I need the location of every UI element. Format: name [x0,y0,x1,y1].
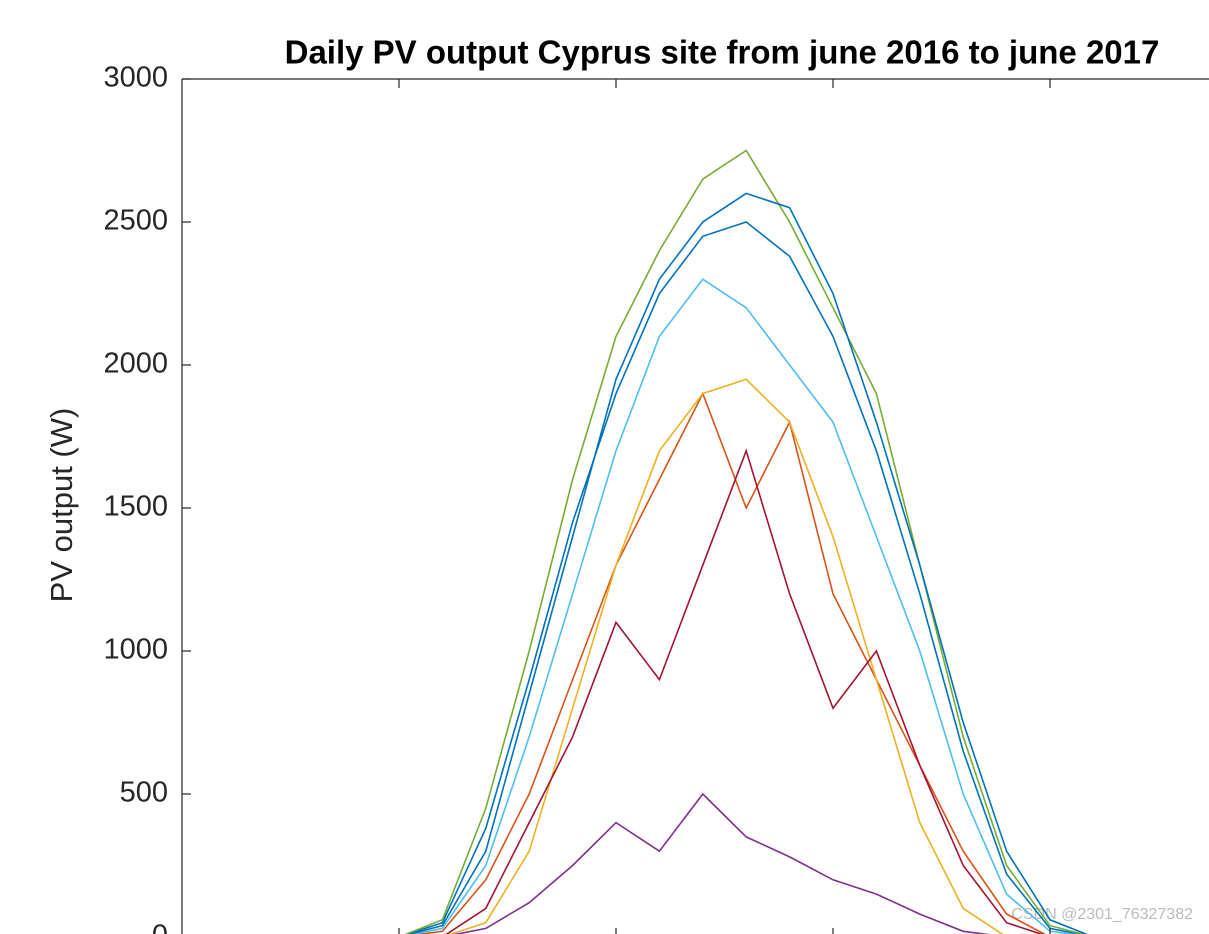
y-tick-label: 2500 [103,205,168,237]
y-tick-label: 3000 [103,62,168,94]
data-line [448,378,1004,934]
y-tick-label: 500 [120,777,168,809]
chart-title: Daily PV output Cyprus site from june 20… [285,34,1160,71]
data-line [445,448,1044,934]
y-tick-label: 2000 [103,348,168,380]
watermark: CSDN @2301_76327382 [1011,906,1193,923]
y-tick-label: 0 [152,920,168,934]
data-line [405,221,1083,934]
data-line [410,278,1077,934]
y-tick-label: 1500 [103,491,168,523]
data-line [407,192,1089,934]
data-line [404,149,1086,934]
y-axis-label: PV output (W) [44,408,79,603]
data-line [415,391,1047,934]
y-tick-label: 1000 [103,634,168,666]
data-line [453,792,990,934]
